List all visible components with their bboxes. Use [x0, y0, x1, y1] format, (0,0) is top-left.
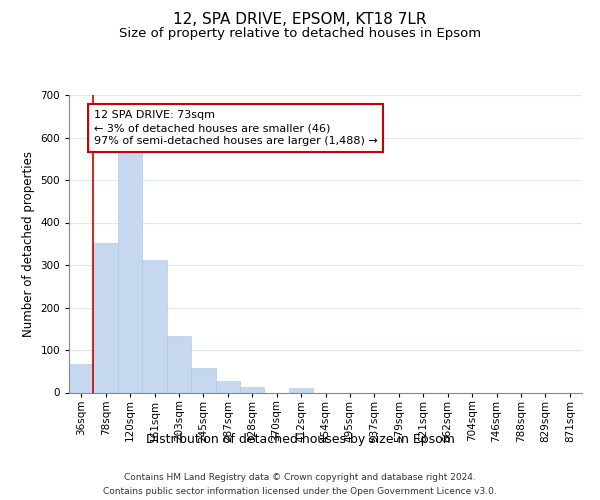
- Bar: [289, 388, 313, 392]
- Bar: [215, 380, 240, 392]
- Bar: [118, 152, 142, 392]
- Text: Size of property relative to detached houses in Epsom: Size of property relative to detached ho…: [119, 28, 481, 40]
- Bar: [94, 243, 118, 392]
- Bar: [191, 368, 215, 392]
- Text: Contains HM Land Registry data © Crown copyright and database right 2024.: Contains HM Land Registry data © Crown c…: [124, 472, 476, 482]
- Y-axis label: Number of detached properties: Number of detached properties: [22, 151, 35, 337]
- Bar: [142, 260, 167, 392]
- Bar: [167, 336, 191, 392]
- Text: 12, SPA DRIVE, EPSOM, KT18 7LR: 12, SPA DRIVE, EPSOM, KT18 7LR: [173, 12, 427, 28]
- Text: Distribution of detached houses by size in Epsom: Distribution of detached houses by size …: [146, 432, 454, 446]
- Text: 12 SPA DRIVE: 73sqm
← 3% of detached houses are smaller (46)
97% of semi-detache: 12 SPA DRIVE: 73sqm ← 3% of detached hou…: [94, 110, 377, 146]
- Bar: [240, 387, 265, 392]
- Bar: [69, 364, 94, 392]
- Text: Contains public sector information licensed under the Open Government Licence v3: Contains public sector information licen…: [103, 488, 497, 496]
